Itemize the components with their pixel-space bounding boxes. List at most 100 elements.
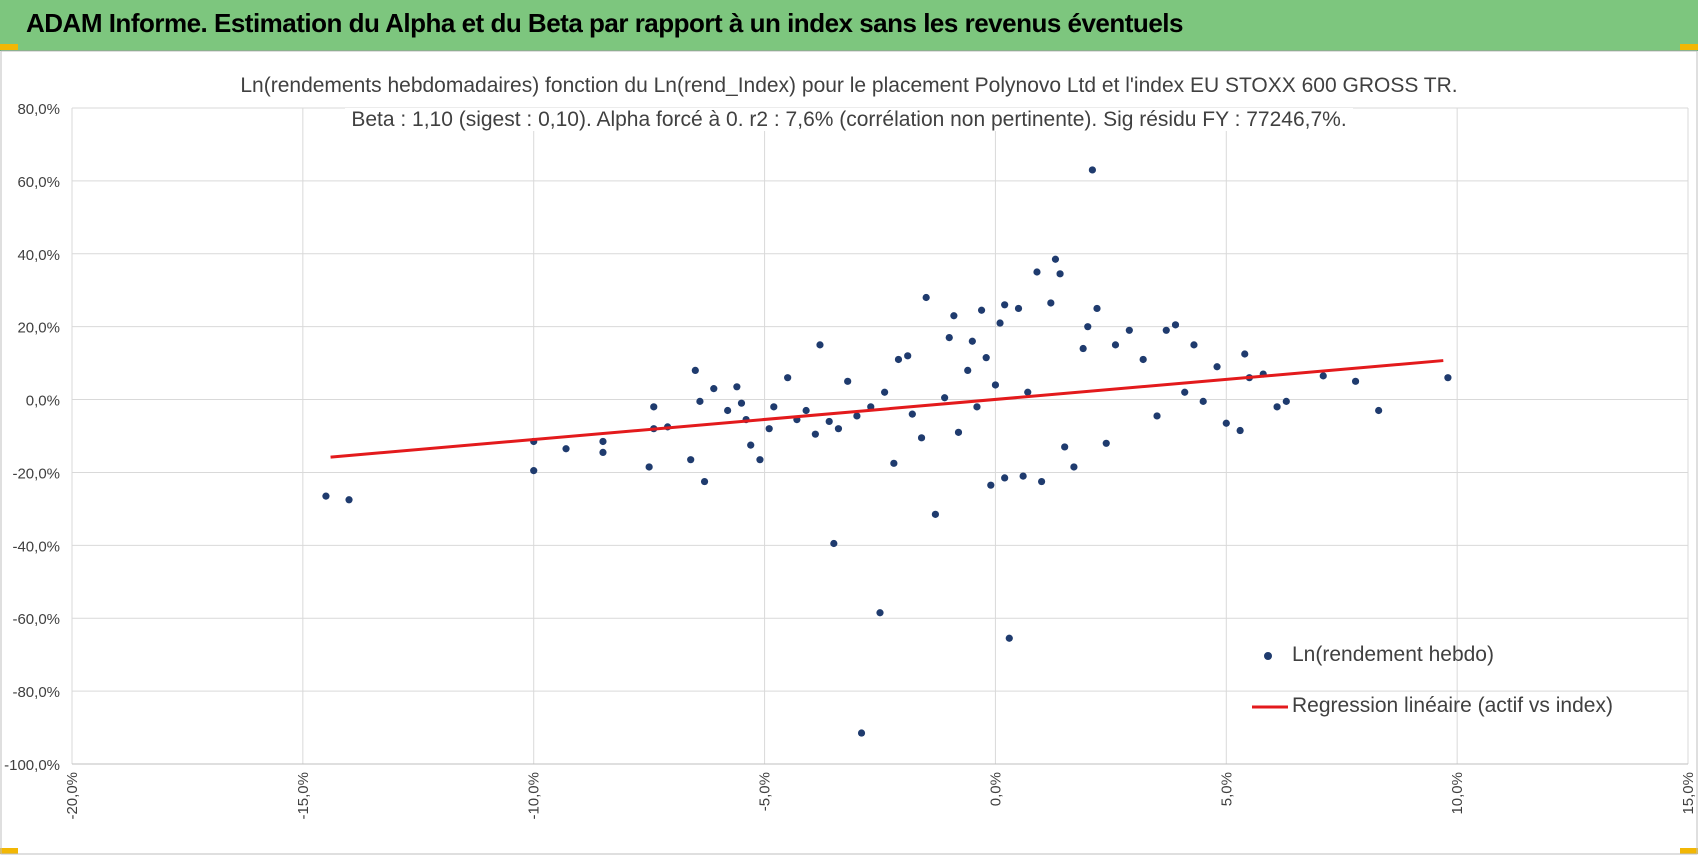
data-point [830,539,838,548]
data-point [857,729,866,737]
data-point [700,477,709,486]
x-tick-label: 0,0% [987,772,1004,806]
y-tick-label: 80,0% [17,101,60,118]
data-point [890,459,898,467]
data-point [733,383,741,391]
data-point [876,609,884,617]
y-tick-label: 60,0% [17,174,60,191]
legend-label-regression: Regression linéaire (actif vs index) [1292,694,1613,717]
data-point [834,425,843,433]
data-point [530,467,538,475]
data-point [922,293,930,302]
data-point [1061,443,1069,451]
data-point [941,394,949,402]
data-point [1005,634,1013,642]
data-point [996,319,1004,327]
x-tick-label: 15,0% [1680,772,1697,815]
data-point [345,496,353,504]
data-point [968,337,976,345]
data-point [917,434,926,442]
data-point [710,385,718,393]
x-gridlines [71,108,1689,765]
y-tick-label: -80,0% [12,684,60,701]
x-axis-tick-labels: -20,0% -15,0% -10,0% -5,0% 0,0% 5,0% 10,0% 15,0… [64,772,1697,820]
data-point [1162,326,1170,334]
data-point [881,388,889,396]
x-tick-label: 5,0% [1218,772,1235,806]
data-point [1038,477,1046,486]
data-point [599,437,607,446]
data-points [322,166,1452,737]
data-point [1102,439,1110,447]
data-point [756,456,764,464]
header-banner: ADAM Informe. Estimation du Alpha et du … [0,0,1698,51]
data-point [908,410,916,418]
data-point [1084,323,1092,331]
data-point [770,403,778,411]
data-point [1282,397,1290,405]
data-point [765,425,773,433]
data-point [954,428,963,436]
data-point [973,403,981,411]
data-point [1139,355,1147,364]
data-point [1056,270,1064,278]
corner-accent-bottom-right [1680,848,1698,854]
data-point [1153,412,1161,420]
data-point [987,481,995,489]
data-point [904,352,912,360]
data-point [1444,374,1452,382]
y-tick-label: -60,0% [12,611,60,628]
data-point [1001,301,1009,309]
regression-line [330,359,1444,459]
data-point [1213,363,1221,371]
data-point [1199,397,1207,405]
data-point [1079,344,1087,353]
data-point [747,441,755,449]
data-point [1070,463,1078,471]
corner-accent-top-left [0,44,18,50]
data-point [1375,406,1383,415]
corner-accent-top-right [1680,44,1698,50]
data-point [1024,388,1032,396]
chart-area-border [0,50,1698,855]
y-tick-label: 20,0% [17,320,60,337]
data-point [964,366,972,374]
legend-marker-scatter [1264,652,1272,660]
data-point [1014,304,1023,313]
y-tick-label: -100,0% [4,757,60,774]
chart-title-text: Ln(rendements hebdomadaires) fonction du… [234,74,1464,97]
data-point [802,406,810,415]
corner-accent-bottom-left [0,848,18,854]
data-point [1181,388,1189,396]
data-point [784,374,792,382]
data-point [1125,326,1133,334]
data-point [1171,321,1180,329]
x-tick-label: -5,0% [757,772,774,811]
data-point [894,355,903,364]
data-point [844,377,852,385]
data-point [1319,372,1327,380]
page-title: ADAM Informe. Estimation du Alpha et du … [26,8,1183,38]
data-point [599,448,607,456]
x-tick-label: -10,0% [526,772,543,820]
data-point [1273,403,1281,411]
data-point [1051,255,1060,263]
data-point [1093,304,1101,313]
data-point [945,334,953,342]
y-tick-label: -40,0% [12,538,60,555]
data-point [825,417,833,426]
data-point [1222,419,1230,427]
data-point [977,306,986,314]
data-point [1111,341,1120,349]
data-point [982,354,990,362]
x-tick-label: 10,0% [1449,772,1466,815]
data-point [931,510,940,518]
data-point [322,492,330,500]
data-point [1088,166,1096,174]
data-point [562,445,570,453]
x-tick-label: -15,0% [295,772,312,820]
data-point [1019,472,1027,480]
x-tick-label: -20,0% [64,772,81,820]
data-point [1047,299,1055,307]
